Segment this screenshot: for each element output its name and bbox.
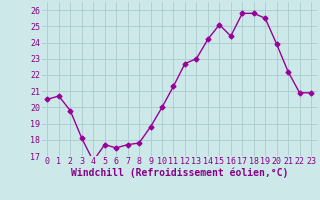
X-axis label: Windchill (Refroidissement éolien,°C): Windchill (Refroidissement éolien,°C) [70,168,288,178]
